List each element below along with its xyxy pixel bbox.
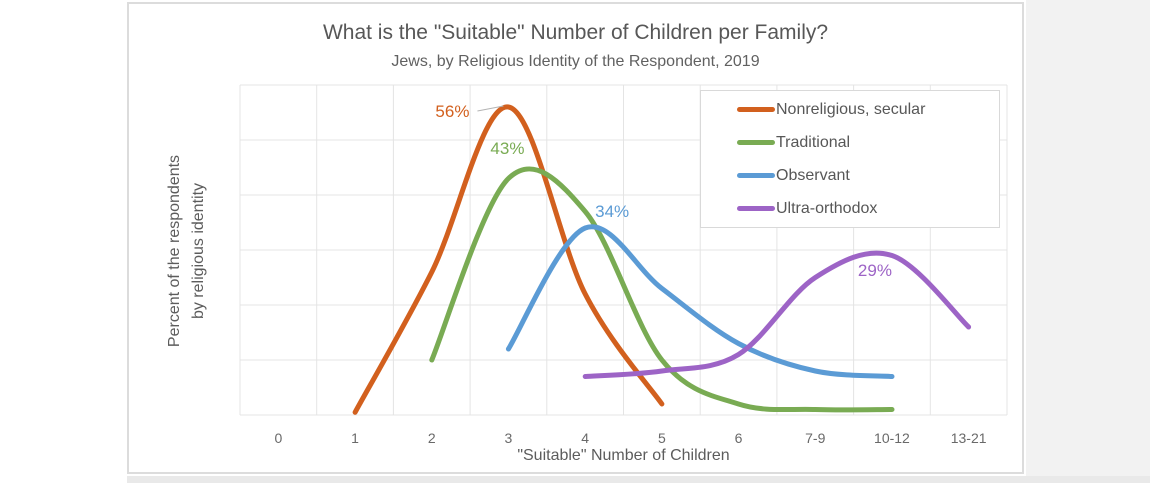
- legend-item-label: Traditional: [776, 133, 851, 151]
- peak-value-label: 34%: [595, 202, 630, 221]
- legend-swatch-icon: [737, 140, 775, 145]
- x-tick-label: 3: [504, 430, 513, 446]
- y-axis-title: Percent of the respondents by religious …: [163, 155, 211, 347]
- series-line-ultra-orthodox: [582, 250, 972, 379]
- legend-item-ultra-orthodox: Ultra-orthodox: [737, 192, 999, 225]
- legend-swatch-icon: [737, 107, 775, 112]
- legend: Nonreligious, secular Traditional Observan…: [700, 90, 1000, 228]
- peak-value-label: 56%: [435, 102, 470, 121]
- legend-item-nonreligious-secular: Nonreligious, secular: [737, 93, 999, 126]
- legend-item-traditional: Traditional: [737, 126, 999, 159]
- legend-item-observant: Observant: [737, 159, 999, 192]
- x-axis-title: "Suitable" Number of Children: [517, 447, 730, 464]
- legend-item-label: Nonreligious, secular: [776, 100, 926, 118]
- x-tick-label: 4: [581, 430, 590, 446]
- x-tick-label: 13-21: [950, 430, 987, 446]
- x-tick-label: 7-9: [805, 430, 826, 446]
- x-tick-label: 2: [427, 430, 436, 446]
- x-tick-label: 1: [351, 430, 359, 446]
- legend-swatch-icon: [737, 206, 775, 211]
- x-tick-label: 10-12: [874, 430, 910, 446]
- series-line-observant: [505, 224, 895, 379]
- legend-item-label: Observant: [776, 166, 850, 184]
- chart-title: What is the "Suitable" Number of Childre…: [322, 21, 829, 44]
- legend-swatch-icon: [737, 173, 775, 178]
- x-tick-label: 5: [657, 430, 666, 446]
- y-axis-title-line1: Percent of the respondents: [166, 154, 183, 348]
- chart-subtitle: Jews, by Religious Identity of the Respo…: [391, 53, 760, 70]
- peak-value-label: 29%: [857, 260, 892, 280]
- x-tick-label: 6: [734, 430, 743, 446]
- y-axis-title-line2: by religious identity: [190, 182, 207, 320]
- peak-value-label: 43%: [490, 138, 525, 158]
- x-tick-label: 0: [274, 430, 283, 446]
- legend-item-label: Ultra-orthodox: [776, 199, 878, 217]
- series-line-nonreligious-secular: [352, 104, 665, 415]
- series-line-traditional: [429, 166, 895, 413]
- background-bottom-strip: [127, 476, 1150, 483]
- background-right-area: [1026, 0, 1150, 483]
- data-label-leader-line: [477, 105, 504, 112]
